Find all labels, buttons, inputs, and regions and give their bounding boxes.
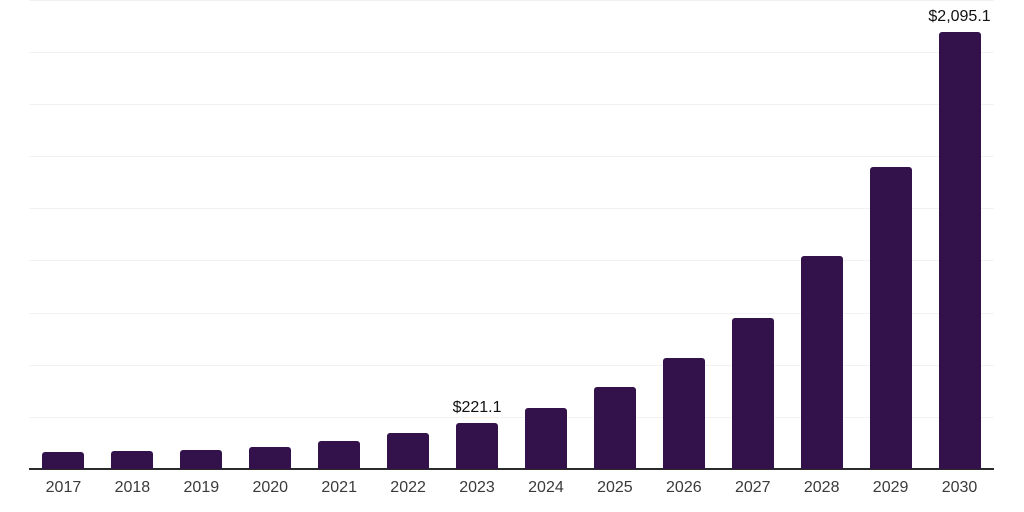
bar-2028 (800, 256, 843, 469)
x-axis-line (29, 468, 994, 470)
gridline (29, 208, 994, 210)
gridline (29, 260, 994, 262)
bar-2026 (662, 358, 705, 469)
x-axis-label-2024: 2024 (528, 479, 564, 496)
gridline (29, 364, 994, 366)
x-axis-label-2017: 2017 (45, 479, 82, 496)
bar-2021 (318, 441, 361, 469)
gridline (29, 312, 994, 314)
x-axis-label-2018: 2018 (114, 479, 151, 496)
bar-2027 (731, 318, 774, 469)
gridline (29, 156, 994, 158)
gridline (29, 51, 994, 53)
x-axis-label-2026: 2026 (666, 479, 702, 496)
bar-value-label-2030: $2,095.1 (928, 7, 991, 25)
gridline (29, 416, 994, 418)
x-axis: 2017 2018 2019 2020 2021 2022 2023 2024 2025 2026… (29, 478, 994, 502)
bar-2023 (456, 422, 499, 469)
x-axis-label-2023: 2023 (459, 479, 495, 496)
bar-2018 (111, 450, 154, 469)
x-axis-label-2025: 2025 (597, 479, 633, 496)
bar-2024 (524, 408, 567, 469)
bar-2020 (249, 446, 292, 469)
plot-area: $221.1 $2,095.1 (29, 0, 994, 470)
bar-2030 (938, 31, 981, 469)
bar-2025 (593, 387, 636, 469)
gridline (29, 103, 994, 105)
x-axis-label-2029: 2029 (872, 479, 909, 496)
bar-value-label-2023: $221.1 (452, 398, 502, 416)
x-axis-label-2021: 2021 (321, 479, 357, 496)
x-axis-label-2030: 2030 (941, 479, 978, 496)
x-axis-label-2022: 2022 (390, 479, 426, 496)
bar-2029 (869, 166, 912, 469)
bar-2019 (180, 449, 223, 469)
x-axis-label-2028: 2028 (803, 479, 840, 496)
x-axis-label-2027: 2027 (734, 479, 771, 496)
x-axis-label-2020: 2020 (252, 479, 289, 496)
x-axis-label-2019: 2019 (183, 479, 220, 496)
bar-2017 (42, 452, 85, 469)
gridline (29, 0, 994, 1)
bar-2022 (387, 433, 430, 469)
